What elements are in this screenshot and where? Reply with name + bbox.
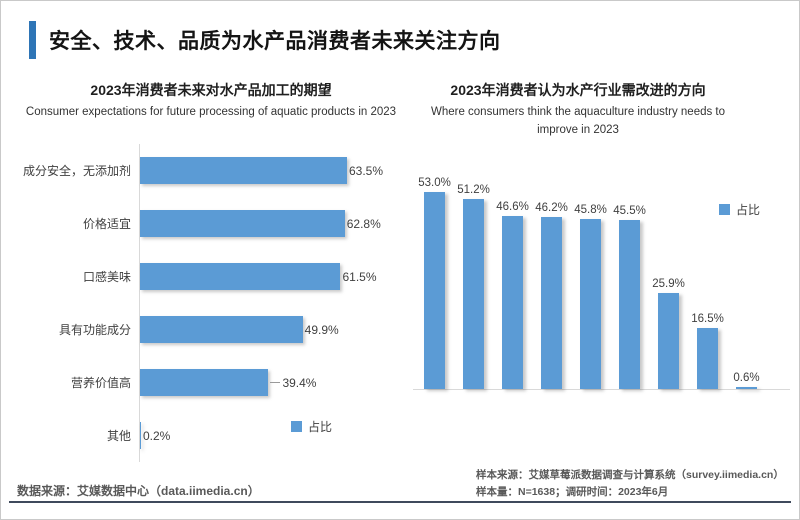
value-label: 25.9% xyxy=(652,277,685,290)
value-label: 46.2% xyxy=(535,202,568,215)
value-label: 62.8% xyxy=(346,216,381,231)
bar-row: 营养价值高 39.4% xyxy=(15,356,407,409)
right-legend: 占比 xyxy=(719,201,760,218)
bar-track: 49.9% xyxy=(139,303,407,356)
bar-column: 46.6% xyxy=(496,201,529,389)
bar xyxy=(541,217,562,389)
bar-row: 成分安全，无添加剂 63.5% xyxy=(15,144,407,197)
bar-row: 价格适宜 62.8% xyxy=(15,197,407,250)
value-label: 45.8% xyxy=(574,203,607,216)
bar xyxy=(580,218,601,389)
legend-label: 占比 xyxy=(736,203,761,217)
category-label: 其他 xyxy=(106,429,131,443)
bar xyxy=(140,316,303,343)
right-bars: 53.0% 51.2% 46.6% 46.2% 45.8% 45.5% 25.9% 16.5%… xyxy=(413,146,790,390)
category-label: 成分安全，无添加剂 xyxy=(22,164,131,178)
bar-track: 63.5% xyxy=(139,144,407,197)
bar xyxy=(140,210,345,237)
bar-column: 51.2% xyxy=(457,184,490,389)
bar-column: 45.5% xyxy=(613,205,646,389)
bar-column: 16.5% xyxy=(691,313,724,389)
left-chart-panel: 2023年消费者未来对水产品加工的期望 Consumer expectation… xyxy=(15,77,407,477)
value-label: 49.9% xyxy=(304,322,339,337)
right-chart-panel: 2023年消费者认为水产行业需改进的方向 Where consumers thi… xyxy=(413,77,791,477)
left-chart-title: 2023年消费者未来对水产品加工的期望 xyxy=(90,82,332,98)
sample-source-line: 样本来源：艾媒草莓派数据调查与计算系统（survey.iimedia.cn） xyxy=(476,469,784,481)
left-chart-head: 2023年消费者未来对水产品加工的期望 Consumer expectation… xyxy=(15,80,407,122)
category-label: 口感美味 xyxy=(82,270,131,284)
bar-column: 46.2% xyxy=(535,202,568,389)
value-label: 0.6% xyxy=(733,371,760,384)
left-legend: 占比 xyxy=(291,418,332,435)
value-label: 0.2% xyxy=(143,428,171,443)
value-label: 45.5% xyxy=(613,204,646,217)
bar xyxy=(658,292,679,389)
left-bars: 成分安全，无添加剂 63.5% 价格适宜 62.8% 口感美味 61.5% 具有功能成分 49… xyxy=(15,144,407,462)
right-chart-title: 2023年消费者认为水产行业需改进的方向 xyxy=(450,82,706,98)
label-leader-line xyxy=(270,382,281,383)
value-label: 16.5% xyxy=(691,312,724,325)
value-label: 39.4% xyxy=(282,375,317,390)
bottom-divider xyxy=(9,501,791,503)
value-label: 51.2% xyxy=(457,183,490,196)
bar-row: 口感美味 61.5% xyxy=(15,250,407,303)
left-chart-subtitle: Consumer expectations for future process… xyxy=(25,106,397,118)
legend-swatch-icon xyxy=(291,421,302,432)
legend-swatch-icon xyxy=(719,204,730,215)
bar-track: 39.4% xyxy=(139,356,407,409)
category-label: 价格适宜 xyxy=(82,217,131,231)
sample-source-note: 样本来源：艾媒草莓派数据调查与计算系统（survey.iimedia.cn） 样… xyxy=(476,467,784,501)
category-label: 营养价值高 xyxy=(70,376,131,390)
bar-column: 0.6% xyxy=(733,371,760,389)
bar xyxy=(140,157,347,184)
bar-column: 25.9% xyxy=(652,278,685,389)
value-label: 46.6% xyxy=(496,200,529,213)
right-chart-subtitle: Where consumers think the aquaculture in… xyxy=(430,106,726,136)
bar-row: 其他 0.2% xyxy=(15,409,407,462)
bar-column: 45.8% xyxy=(574,204,607,389)
bar-track: 0.2% xyxy=(139,409,407,462)
bar xyxy=(463,198,484,389)
category-label: 具有功能成分 xyxy=(58,323,131,337)
bar xyxy=(697,327,718,389)
value-label: 61.5% xyxy=(342,269,377,284)
legend-label: 占比 xyxy=(308,420,333,434)
bar xyxy=(736,386,757,389)
bar xyxy=(140,263,341,290)
title-accent-bar xyxy=(29,21,36,59)
bar xyxy=(140,369,269,396)
bar xyxy=(140,422,141,449)
bar-track: 62.8% xyxy=(139,197,407,250)
value-label: 63.5% xyxy=(349,163,384,178)
sample-info-line: 样本量：N=1638；调研时间：2023年6月 xyxy=(476,486,669,498)
value-label: 53.0% xyxy=(418,176,451,189)
page-title: 安全、技术、品质为水产品消费者未来关注方向 xyxy=(49,30,501,53)
right-chart-head: 2023年消费者认为水产行业需改进的方向 Where consumers thi… xyxy=(413,80,743,140)
bar xyxy=(502,215,523,389)
bar-track: 61.5% xyxy=(139,250,407,303)
bar xyxy=(424,191,445,389)
bar xyxy=(619,219,640,389)
bar-row: 具有功能成分 49.9% xyxy=(15,303,407,356)
data-source-note: 数据来源：艾媒数据中心（data.iimedia.cn） xyxy=(17,484,260,498)
header: 安全、技术、品质为水产品消费者未来关注方向 xyxy=(29,21,501,59)
bar-column: 53.0% xyxy=(418,177,451,389)
